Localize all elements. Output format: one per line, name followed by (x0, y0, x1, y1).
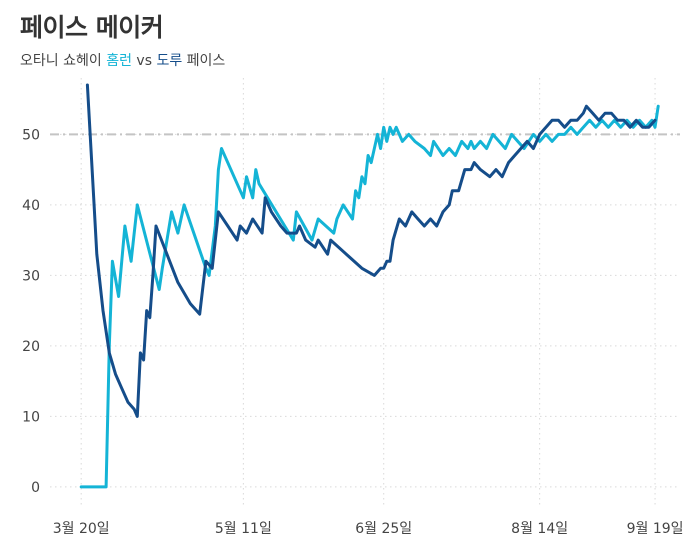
y-tick-label: 10 (22, 409, 40, 425)
y-tick-label: 30 (22, 268, 40, 284)
x-tick-label: 5월 11일 (215, 521, 272, 537)
x-tick-label: 3월 20일 (53, 521, 110, 537)
x-tick-label: 8월 14일 (511, 521, 568, 537)
chart-subtitle: 오타니 쇼헤이 홈런 vs 도루 페이스 (20, 50, 225, 70)
subtitle-prefix: 오타니 쇼헤이 (20, 53, 102, 69)
y-tick-label: 50 (22, 127, 40, 143)
y-tick-label: 20 (22, 339, 40, 355)
x-tick-label: 6월 25일 (355, 521, 412, 537)
x-tick-label: 9월 19일 (627, 521, 684, 537)
subtitle-vs: vs (136, 53, 152, 69)
subtitle-series-home-runs: 홈런 (106, 53, 132, 69)
y-tick-label: 40 (22, 198, 40, 214)
chart-title: 페이스 메이커 (20, 13, 164, 42)
series-line-home-runs (79, 104, 660, 489)
series-line-stolen-bases (85, 83, 657, 418)
y-tick-label: 0 (31, 480, 40, 496)
subtitle-series-stolen-bases: 도루 (156, 53, 183, 69)
subtitle-suffix: 페이스 (186, 53, 226, 69)
